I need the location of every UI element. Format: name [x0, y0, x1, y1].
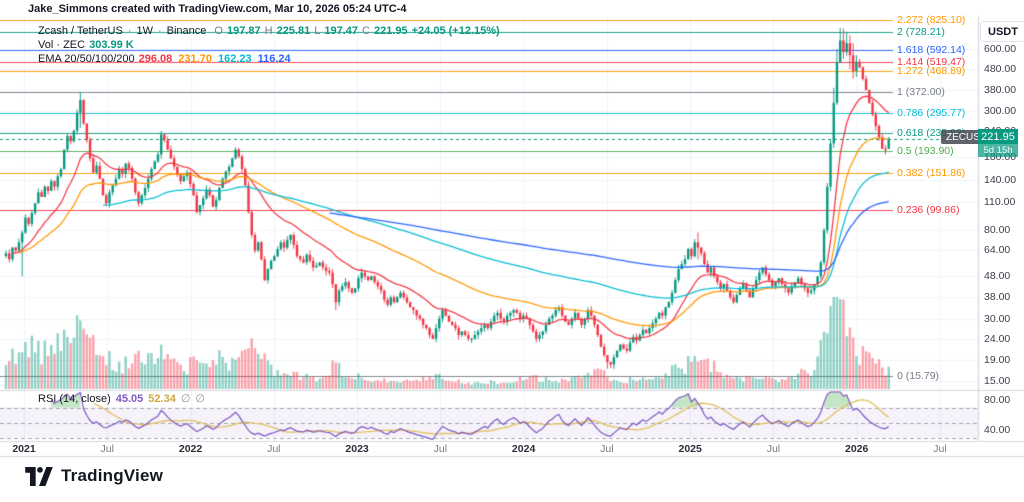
exchange-label: Binance — [166, 25, 207, 37]
fib-level-label: 1.618 (592.14) — [897, 44, 966, 57]
rsi-source-icon: ∅ — [180, 393, 191, 405]
ema-legend-row[interactable]: EMA 20/50/100/200 296.08 231.70 162.23 116.… — [38, 53, 291, 65]
rsi-legend-row[interactable]: RSI (14, close) 45.05 52.34 ∅ ∅ — [38, 392, 205, 406]
price-tick-label: 48.00 — [984, 270, 1011, 283]
close-label: C — [362, 25, 370, 37]
axis-unit-label: USDT — [988, 25, 1018, 38]
volume-label: Vol · ZEC — [38, 39, 86, 51]
time-tick-label: Jul — [100, 443, 114, 455]
volume-value: 303.99 K — [89, 39, 134, 51]
symbol-legend-row[interactable]: Zcash / TetherUS · 1W · Binance O 197.87… — [38, 25, 500, 37]
price-tick-label: 30.00 — [984, 312, 1011, 325]
price-tick-label: 15.00 — [984, 374, 1011, 387]
fib-level-label: 0 (15.79) — [897, 370, 940, 383]
fib-level-label: 0.382 (151.86) — [897, 166, 966, 179]
ema-value: 116.24 — [257, 53, 291, 65]
fib-level-label: 2.272 (825.10) — [897, 14, 966, 27]
low-label: L — [314, 25, 321, 37]
time-tick-label: Jul — [267, 443, 281, 455]
time-tick-label: 2024 — [511, 443, 536, 455]
rsi-label: RSI (14, close) — [38, 392, 111, 405]
tradingview-footer[interactable]: TradingView — [25, 466, 163, 486]
bar-countdown-badge: 5d 15h — [978, 144, 1018, 157]
time-tick-label: Jul — [766, 443, 781, 455]
price-tick-label: 64.00 — [984, 244, 1011, 257]
time-tick-label: 2022 — [178, 443, 203, 455]
rsi-source-icon: ∅ — [195, 393, 205, 405]
fib-level-label: 0.786 (295.77) — [897, 106, 966, 119]
price-tick-label: 380.00 — [984, 84, 1017, 97]
current-price-badge[interactable]: 221.95 — [978, 129, 1018, 144]
price-tick-label: 80.00 — [984, 224, 1011, 237]
price-tick-label: 38.00 — [984, 291, 1011, 304]
ema-value: 296.08 — [138, 53, 173, 65]
axis-unit-chip[interactable]: USDT — [980, 21, 1024, 42]
time-tick-label: Jul — [933, 443, 947, 455]
rsi-tick-label: 40.00 — [984, 424, 1011, 436]
fib-level-label: 1.272 (468.89) — [897, 65, 966, 78]
symbol-title[interactable]: Zcash / TetherUS — [38, 25, 123, 37]
time-tick-label: 2025 — [678, 443, 702, 455]
rsi-value: 45.05 — [115, 392, 144, 405]
ema-value: 162.23 — [217, 53, 252, 65]
time-tick-label: 2026 — [845, 443, 869, 455]
legend-separator: · — [157, 25, 162, 37]
price-tick-label: 140.00 — [984, 173, 1017, 186]
ema-values: 296.08 231.70 162.23 116.24 — [139, 53, 291, 65]
close-value: 221.95 — [373, 25, 408, 37]
time-tick-label: 2021 — [12, 443, 36, 455]
fib-level-label: 1 (372.00) — [897, 86, 945, 99]
tradingview-logo-icon — [25, 466, 53, 486]
fib-level-label: 1.414 (519.47) — [897, 55, 966, 68]
interval-label[interactable]: 1W — [136, 25, 153, 37]
high-label: H — [264, 25, 273, 37]
fib-level-label: 0.236 (99.86) — [897, 204, 960, 217]
rsi-ma-value: 52.34 — [148, 392, 176, 405]
legend-separator: · — [127, 25, 132, 37]
time-tick-label: Jul — [600, 443, 614, 455]
high-value: 225.81 — [276, 25, 311, 37]
fib-level-label: 0.5 (193.90) — [897, 144, 954, 157]
ema-label: EMA 20/50/100/200 — [38, 53, 135, 65]
time-tick-label: 2023 — [345, 443, 369, 455]
price-tick-label: 24.00 — [984, 332, 1011, 345]
fib-level-label: 2 (728.21) — [897, 25, 945, 38]
price-tick-label: 19.00 — [984, 353, 1011, 366]
tradingview-brand-text: TradingView — [61, 466, 164, 485]
price-tick-label: 300.00 — [984, 105, 1017, 118]
open-value: 197.87 — [226, 25, 261, 37]
ema-value: 231.70 — [178, 53, 212, 65]
attribution-text: Jake_Simmons created with TradingView.co… — [28, 3, 407, 15]
low-value: 197.47 — [324, 25, 358, 37]
price-tick-label: 110.00 — [984, 195, 1016, 208]
rsi-tick-label: 80.00 — [984, 394, 1011, 406]
price-tick-label: 600.00 — [984, 43, 1017, 55]
time-tick-label: Jul — [433, 443, 448, 455]
volume-legend-row[interactable]: Vol · ZEC 303.99 K — [38, 39, 134, 51]
price-tick-label: 480.00 — [984, 63, 1017, 76]
open-label: O — [214, 25, 223, 37]
change-value: +24.05 (+12.15%) — [411, 25, 500, 37]
